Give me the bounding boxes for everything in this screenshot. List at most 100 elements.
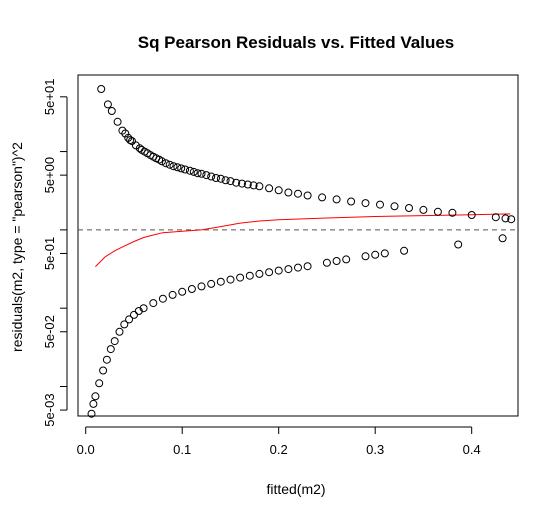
data-point	[118, 126, 127, 135]
scatter-points	[87, 85, 516, 418]
data-point	[158, 294, 167, 303]
data-point	[130, 310, 138, 319]
data-point	[294, 263, 302, 272]
data-point	[419, 205, 428, 214]
x-tick-label: 0.0	[77, 442, 95, 457]
chart-title: Sq Pearson Residuals vs. Fitted Values	[138, 33, 455, 52]
x-axis: 0.0 0.1 0.2 0.3 0.4	[77, 426, 481, 457]
data-point	[243, 180, 252, 189]
plot-frame	[77, 74, 519, 417]
data-point	[303, 262, 312, 271]
data-point	[245, 271, 254, 280]
data-point	[102, 355, 111, 364]
data-point	[189, 167, 198, 176]
data-point	[255, 182, 264, 191]
data-point	[232, 178, 241, 187]
data-point	[110, 337, 119, 346]
data-point	[115, 327, 124, 336]
y-tick-label: 5e-01	[42, 237, 57, 270]
x-tick-label: 0.3	[366, 442, 384, 457]
data-point	[168, 290, 177, 299]
data-point	[107, 107, 116, 115]
data-point	[294, 189, 302, 198]
data-point	[161, 159, 170, 168]
data-point	[332, 195, 341, 204]
data-point	[185, 166, 194, 175]
data-point	[99, 366, 108, 375]
data-point	[405, 204, 413, 212]
data-point	[376, 200, 384, 209]
data-point	[216, 277, 225, 286]
data-point	[303, 191, 312, 200]
data-point	[95, 379, 104, 388]
data-point	[221, 176, 230, 185]
data-point	[197, 282, 206, 291]
data-point	[226, 177, 235, 186]
data-point	[157, 157, 166, 166]
data-point	[149, 299, 158, 308]
data-point	[265, 184, 274, 193]
data-point	[169, 162, 178, 171]
data-point	[361, 199, 370, 208]
data-point	[284, 188, 293, 197]
data-point	[193, 169, 202, 178]
y-tick-label: 5e-03	[42, 393, 57, 426]
data-point	[212, 174, 220, 182]
data-point	[178, 287, 187, 296]
data-point	[322, 258, 331, 267]
data-point	[91, 392, 100, 401]
data-point	[207, 279, 216, 288]
data-point	[173, 163, 182, 172]
data-point	[202, 171, 211, 180]
data-point	[433, 207, 442, 216]
x-tick-label: 0.1	[173, 442, 191, 457]
data-point	[226, 275, 235, 284]
data-point	[249, 181, 258, 190]
data-point	[139, 304, 148, 313]
data-point	[380, 249, 389, 258]
data-point	[177, 164, 186, 173]
data-point	[265, 268, 274, 277]
y-axis-label: residuals(m2, type = "pearson")^2	[9, 142, 25, 352]
data-point	[207, 172, 216, 181]
data-point	[97, 85, 106, 93]
data-point	[125, 315, 134, 324]
data-point	[165, 160, 174, 169]
data-point	[342, 255, 351, 264]
data-point	[371, 250, 380, 259]
data-point	[106, 345, 115, 354]
data-point	[274, 266, 283, 275]
y-tick-label: 5e-02	[42, 315, 57, 348]
data-point	[498, 234, 507, 243]
y-axis: 5e-03 5e-02 5e-01 5e+00 5e+01	[42, 79, 68, 427]
data-point	[332, 257, 341, 265]
data-point	[113, 117, 122, 126]
data-point	[126, 136, 135, 145]
data-point	[274, 186, 283, 195]
data-point	[120, 320, 129, 329]
data-point	[197, 169, 206, 178]
data-point	[284, 265, 293, 274]
data-point	[187, 285, 196, 293]
data-point	[236, 273, 245, 282]
data-point	[181, 165, 190, 174]
data-point	[467, 211, 476, 219]
data-point	[454, 240, 463, 249]
data-point	[501, 214, 510, 223]
data-point	[87, 409, 96, 418]
data-point	[121, 129, 130, 138]
data-point	[448, 208, 457, 217]
data-point	[400, 246, 409, 255]
data-point	[347, 197, 356, 206]
data-point	[216, 174, 225, 183]
data-point	[238, 179, 246, 188]
x-tick-label: 0.4	[463, 442, 481, 457]
y-tick-label: 5e+01	[42, 79, 57, 116]
data-point	[89, 399, 98, 408]
data-point	[361, 252, 370, 261]
y-tick-label: 5e+00	[42, 157, 57, 194]
smooth-line	[95, 213, 511, 267]
data-point	[103, 100, 112, 109]
data-point	[507, 215, 516, 224]
